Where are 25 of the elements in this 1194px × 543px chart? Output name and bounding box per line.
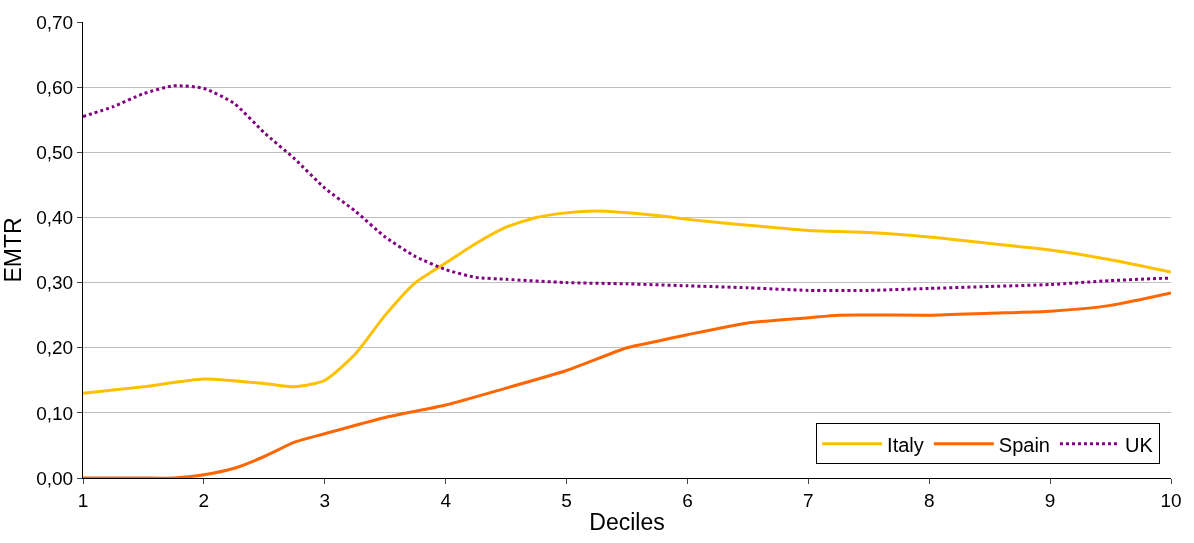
y-tick-label: 0,30 <box>36 272 74 294</box>
x-axis-title: Deciles <box>589 509 665 536</box>
line-series <box>83 209 1171 395</box>
x-tick-label: 2 <box>198 489 210 511</box>
legend-label: Spain <box>998 433 1050 456</box>
y-tick-label: 0,10 <box>36 402 74 424</box>
y-axis-title: EMTR <box>0 217 26 283</box>
y-tick-label: 0,60 <box>36 76 74 98</box>
legend-label: UK <box>1124 433 1154 456</box>
y-tick-label: 0,70 <box>36 11 74 33</box>
y-tick-label: 0,40 <box>36 207 74 229</box>
y-tick-label: 0,00 <box>36 467 74 489</box>
x-tick-label: 9 <box>1044 489 1056 511</box>
line-series <box>83 84 1171 293</box>
y-tick-label: 0,50 <box>36 141 74 163</box>
x-tick-label: 1 <box>77 489 89 511</box>
y-tick-label: 0,20 <box>36 337 74 359</box>
x-tick-label: 3 <box>319 489 331 511</box>
x-tick-label: 10 <box>1160 489 1182 511</box>
x-tick-label: 6 <box>682 489 693 511</box>
x-tick-label: 5 <box>561 489 572 511</box>
x-tick-label: 4 <box>440 489 452 511</box>
legend-label: Italy <box>887 433 924 456</box>
x-tick-label: 8 <box>923 489 935 511</box>
x-tick-label: 7 <box>803 489 814 511</box>
